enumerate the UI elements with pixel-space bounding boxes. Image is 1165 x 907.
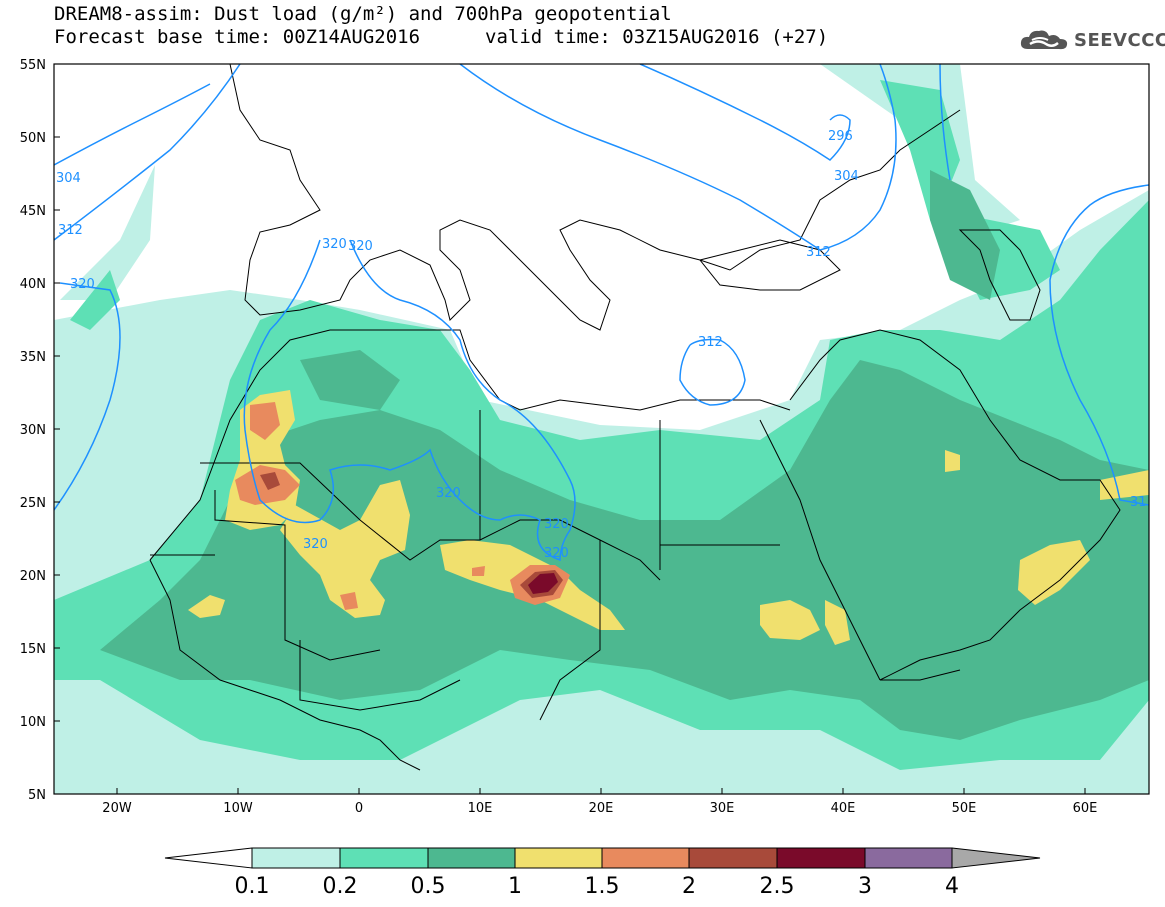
isoline-label: 320	[70, 277, 95, 292]
dust-band-0-5	[100, 170, 1149, 740]
lon-label: 50E	[952, 801, 977, 816]
isoline-label: 320	[544, 546, 569, 561]
isolines	[54, 64, 1149, 562]
colorbar-segment	[864, 847, 953, 869]
lat-label: 25N	[20, 496, 46, 511]
lon-label: 30E	[710, 801, 735, 816]
isoline-labels: 304 312 320 320 320 320 320 320 320 312 …	[56, 129, 1147, 561]
lat-label: 15N	[20, 642, 46, 657]
isoline-label: 296	[828, 129, 853, 144]
map-title: DREAM8-assim: Dust load (g/m²) and 700hP…	[54, 3, 672, 25]
lat-label: 30N	[20, 423, 46, 438]
isoline-label: 320	[348, 239, 373, 254]
latitude-labels: 55N 50N 45N 40N 35N 30N 25N 20N 15N 10N …	[20, 58, 46, 803]
lat-label: 5N	[28, 788, 46, 803]
cloud-icon	[1020, 30, 1068, 50]
lon-label: 20E	[589, 801, 614, 816]
isoline-label: 312	[698, 335, 723, 350]
colorbar-segment	[688, 847, 778, 869]
isoline-label: 312	[806, 245, 831, 260]
seevccc-logo: SEEVCCC	[1018, 26, 1165, 54]
colorbar-segment	[601, 847, 690, 869]
colorbar-label: 3	[858, 874, 872, 899]
isoline-label: 304	[834, 169, 859, 184]
colorbar-label: 1	[508, 874, 522, 899]
colorbar-label: 0.1	[235, 874, 270, 899]
colorbar-label: 2	[682, 874, 696, 899]
lon-label: 20W	[102, 801, 132, 816]
forecast-base-time: Forecast base time: 00Z14AUG2016	[54, 26, 421, 48]
colorbar-label: 2.5	[760, 874, 795, 899]
isoline-label: 320	[303, 537, 328, 552]
colorbar-segment	[339, 847, 429, 869]
isoline-label: 31	[1130, 495, 1147, 510]
isoline-label: 320	[322, 237, 347, 252]
dust-band-2-5	[528, 573, 558, 594]
lat-label: 35N	[20, 350, 46, 365]
lat-label: 20N	[20, 569, 46, 584]
colorbar-segment	[427, 847, 516, 869]
isoline-label: 304	[56, 171, 81, 186]
lon-label: 10E	[468, 801, 493, 816]
logo-text: SEEVCCC	[1074, 29, 1165, 51]
colorbar-segment	[251, 847, 341, 869]
isoline-label: 320	[436, 486, 461, 501]
colorbar-label: 0.2	[323, 874, 358, 899]
colorbar-label: 0.5	[411, 874, 446, 899]
colorbar	[164, 847, 1041, 869]
longitude-labels: 20W 10W 0 10E 20E 30E 40E 50E 60E	[102, 801, 1097, 816]
colorbar-segment	[514, 847, 603, 869]
colorbar-segment	[776, 847, 866, 869]
lon-label: 40E	[831, 801, 856, 816]
colorbar-label: 1.5	[585, 874, 620, 899]
lon-label: 0	[355, 801, 363, 816]
isoline-label: 320	[544, 517, 569, 532]
coastlines	[149, 64, 1121, 771]
latitude-axis	[54, 63, 60, 795]
longitude-axis	[116, 788, 1086, 794]
lat-label: 55N	[20, 58, 46, 73]
lat-label: 10N	[20, 715, 46, 730]
valid-time: valid time: 03Z15AUG2016 (+27)	[485, 26, 829, 48]
lat-label: 40N	[20, 277, 46, 292]
isoline-label: 312	[58, 223, 83, 238]
lon-label: 10W	[223, 801, 253, 816]
lon-label: 60E	[1073, 801, 1098, 816]
lat-label: 45N	[20, 204, 46, 219]
colorbar-label: 4	[945, 874, 959, 899]
lat-label: 50N	[20, 131, 46, 146]
colorbar-segment-low	[164, 847, 253, 869]
colorbar-labels: 0.1 0.2 0.5 1 1.5 2 2.5 3 4	[235, 874, 960, 899]
colorbar-segment-high	[951, 847, 1041, 869]
